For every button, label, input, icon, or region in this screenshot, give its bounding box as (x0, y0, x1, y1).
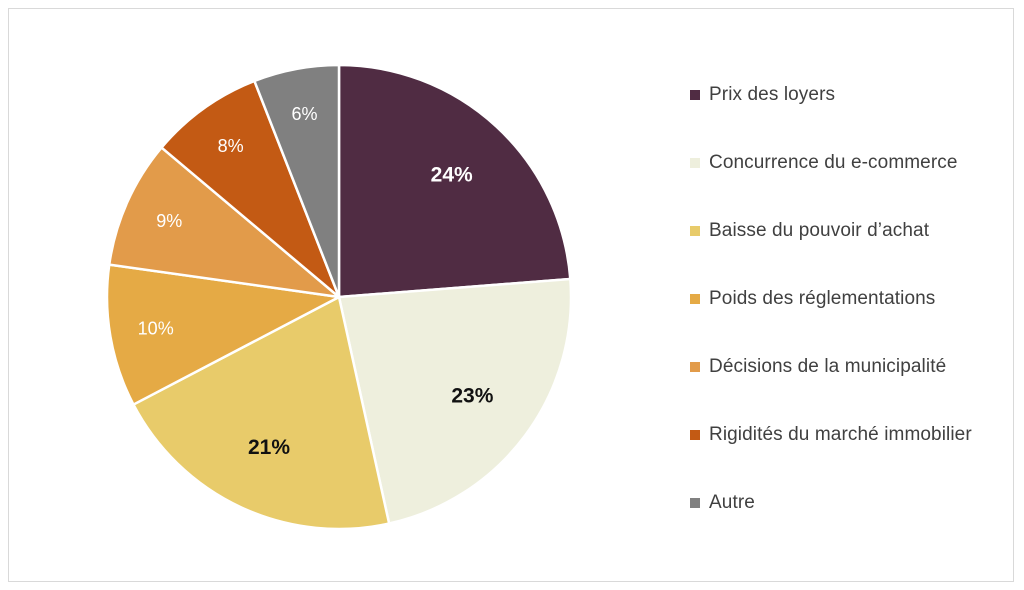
chart-frame: 24% 23% 21% 10% 9% 8% 6% Prix des loyers Concur… (8, 8, 1014, 582)
data-label-6: 8% (218, 136, 244, 156)
legend-item-7: Autre (690, 491, 755, 515)
pie-slice-5 (108, 146, 341, 299)
legend-swatch (690, 362, 700, 372)
legend-swatch (690, 158, 700, 168)
data-label-1: 24% (431, 164, 473, 187)
legend-swatch (690, 498, 700, 508)
pie-slice-1 (337, 63, 572, 299)
legend-item-1: Prix des loyers (690, 83, 835, 107)
pie-slice-2 (337, 277, 573, 525)
legend-label: Prix des loyers (709, 84, 836, 105)
legend-item-3: Baisse du pouvoir d’achat (690, 219, 929, 243)
legend-swatch (690, 226, 700, 236)
pie-slice-7 (253, 63, 341, 299)
data-label-7: 6% (291, 104, 317, 124)
data-label-2: 23% (451, 384, 493, 407)
data-label-4: 10% (138, 319, 174, 339)
legend-label: Poids des réglementations (709, 288, 936, 309)
legend-swatch (690, 90, 700, 100)
legend-item-6: Rigidités du marché immobilier (690, 423, 972, 447)
pie-slice-6 (160, 79, 341, 299)
legend-label: Baisse du pouvoir d’achat (709, 220, 930, 241)
legend-item-2: Concurrence du e-commerce (690, 151, 958, 175)
data-label-5: 9% (156, 211, 182, 231)
pie-slice-3 (132, 295, 391, 531)
legend-item-4: Poids des réglementations (690, 287, 935, 311)
legend-swatch (690, 430, 700, 440)
legend-label: Rigidités du marché immobilier (709, 424, 972, 445)
legend-swatch (690, 294, 700, 304)
legend-item-5: Décisions de la municipalité (690, 355, 946, 379)
legend-label: Concurrence du e-commerce (709, 152, 958, 173)
pie-slice-4 (105, 263, 341, 406)
legend-label: Décisions de la municipalité (709, 356, 947, 377)
pie-chart: 24% 23% 21% 10% 9% 8% 6% (105, 63, 573, 531)
data-label-3: 21% (248, 436, 290, 459)
legend-label: Autre (709, 492, 755, 513)
